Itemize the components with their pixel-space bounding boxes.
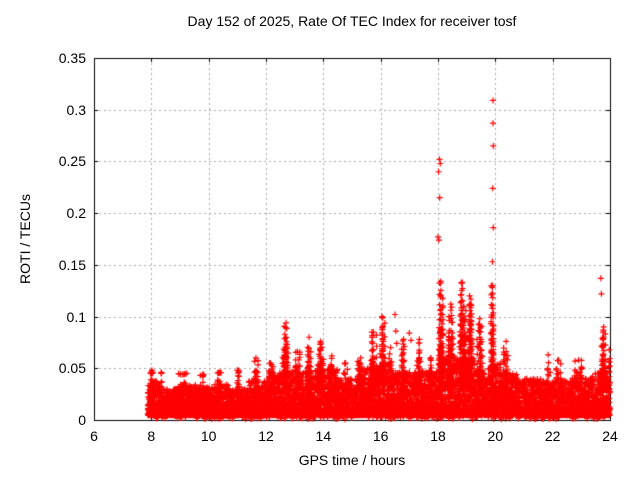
- y-tick-label: 0: [78, 412, 86, 428]
- y-tick-label: 0.1: [66, 308, 86, 325]
- y-tick-label: 0.25: [58, 153, 86, 170]
- y-tick-label: 0.2: [66, 205, 86, 222]
- x-tick-label: 12: [258, 428, 274, 444]
- x-tick-label: 6: [90, 428, 98, 444]
- y-tick-label: 0.3: [66, 101, 86, 118]
- x-tick-label: 14: [315, 428, 332, 444]
- x-tick-label: 20: [487, 428, 504, 444]
- x-tick-label: 8: [147, 428, 156, 444]
- x-axis-label: GPS time / hours: [298, 452, 406, 468]
- y-tick-label: 0.15: [58, 256, 86, 273]
- y-tick-label: 0.05: [58, 360, 86, 377]
- x-tick-label: 10: [200, 428, 217, 444]
- x-tick-label: 16: [372, 428, 389, 444]
- chart-title: Day 152 of 2025, Rate Of TEC Index for r…: [187, 13, 517, 29]
- y-tick-label: 0.35: [58, 50, 86, 66]
- x-tick-label: 22: [544, 428, 561, 444]
- x-tick-label: 18: [430, 428, 446, 444]
- x-tick-label: 24: [602, 428, 618, 444]
